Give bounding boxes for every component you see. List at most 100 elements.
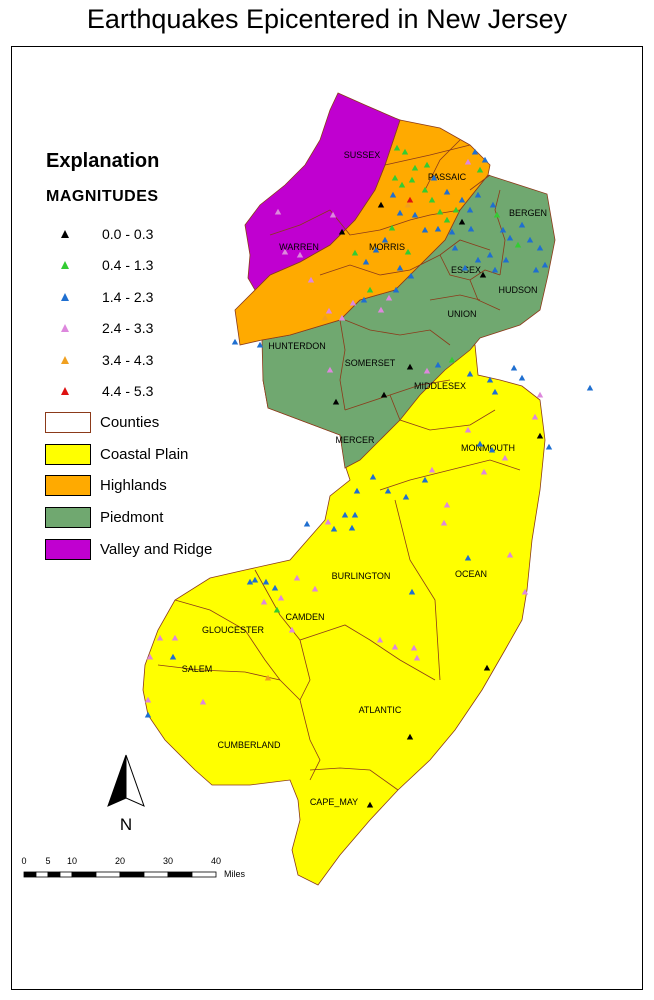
earthquake-marker bbox=[332, 398, 340, 405]
earthquake-marker bbox=[434, 361, 442, 368]
earthquake-marker bbox=[451, 244, 459, 251]
earthquake-marker bbox=[281, 248, 289, 255]
earthquake-marker bbox=[274, 208, 282, 215]
earthquake-marker bbox=[443, 216, 451, 223]
earthquake-marker bbox=[501, 454, 509, 461]
earthquake-marker bbox=[330, 525, 338, 532]
magnitude-legend-item: 3.4 - 4.3 bbox=[46, 344, 246, 376]
north-arrow-label: N bbox=[120, 815, 132, 834]
earthquake-marker bbox=[348, 524, 356, 531]
earthquake-marker bbox=[401, 148, 409, 155]
earthquake-marker bbox=[349, 299, 357, 306]
earthquake-marker bbox=[408, 176, 416, 183]
magnitude-label: 0.0 - 0.3 bbox=[102, 225, 154, 242]
earthquake-marker bbox=[423, 367, 431, 374]
earthquake-marker bbox=[518, 221, 526, 228]
county-label-morris: MORRIS bbox=[369, 242, 405, 252]
earthquake-marker bbox=[391, 174, 399, 181]
area-label: Piedmont bbox=[100, 509, 164, 527]
legend-swatch bbox=[45, 538, 91, 560]
map-frame bbox=[11, 46, 643, 990]
scale-bar-segment bbox=[23, 871, 37, 878]
earthquake-marker bbox=[391, 643, 399, 650]
scale-bar-unit: Miles bbox=[224, 869, 246, 879]
magnitude-label: 1.4 - 2.3 bbox=[102, 288, 154, 305]
earthquake-marker bbox=[536, 244, 544, 251]
earthquake-marker bbox=[421, 476, 429, 483]
earthquake-marker bbox=[440, 519, 448, 526]
earthquake-marker bbox=[421, 226, 429, 233]
county-label-mercer: MERCER bbox=[335, 435, 375, 445]
triangle-icon bbox=[46, 260, 84, 270]
earthquake-marker bbox=[338, 228, 346, 235]
scale-bar-tick-label: 20 bbox=[115, 856, 125, 866]
legend-swatch bbox=[45, 412, 91, 434]
earthquake-marker bbox=[502, 256, 510, 263]
earthquake-marker bbox=[486, 251, 494, 258]
area-legend-item: Highlands bbox=[45, 470, 246, 502]
earthquake-marker bbox=[476, 166, 484, 173]
earthquake-marker bbox=[385, 294, 393, 301]
area-legend-item: Valley and Ridge bbox=[45, 533, 246, 565]
earthquake-marker bbox=[471, 148, 479, 155]
earthquake-marker bbox=[461, 264, 469, 271]
earthquake-marker bbox=[421, 186, 429, 193]
earthquake-marker bbox=[479, 271, 487, 278]
earthquake-marker bbox=[171, 634, 179, 641]
magnitude-legend-item: 4.4 - 5.3 bbox=[46, 376, 246, 408]
earthquake-marker bbox=[293, 574, 301, 581]
area-label: Counties bbox=[100, 414, 160, 432]
earthquake-marker bbox=[144, 696, 152, 703]
earthquake-marker bbox=[231, 338, 239, 345]
earthquake-marker bbox=[303, 520, 311, 527]
earthquake-marker bbox=[273, 606, 281, 613]
earthquake-marker bbox=[406, 196, 414, 203]
earthquake-marker bbox=[452, 206, 460, 213]
region-coastal-plain bbox=[142, 337, 546, 886]
earthquake-marker bbox=[351, 249, 359, 256]
map-title: Earthquakes Epicentered in New Jersey bbox=[86, 4, 568, 34]
area-label: Highlands bbox=[100, 477, 167, 495]
scale-bar-segment bbox=[35, 871, 49, 878]
earthquake-marker bbox=[307, 276, 315, 283]
earthquake-marker bbox=[411, 211, 419, 218]
north-arrow-icon: N bbox=[107, 754, 145, 834]
earthquake-marker bbox=[541, 261, 549, 268]
earthquake-marker bbox=[467, 225, 475, 232]
county-label-somerset: SOMERSET bbox=[345, 358, 396, 368]
triangle-icon bbox=[46, 355, 84, 365]
earthquake-marker bbox=[288, 626, 296, 633]
earthquake-marker bbox=[384, 487, 392, 494]
scale-bar-segment bbox=[143, 871, 169, 878]
county-label-gloucester: GLOUCESTER bbox=[202, 625, 265, 635]
scale-bar-tick-label: 10 bbox=[67, 856, 77, 866]
county-label-cape-may: CAPE_MAY bbox=[310, 797, 358, 807]
scale-bar-segment bbox=[59, 871, 73, 878]
earthquake-marker bbox=[393, 144, 401, 151]
earthquake-marker bbox=[311, 585, 319, 592]
earthquake-marker bbox=[481, 156, 489, 163]
scale-bar-segment bbox=[191, 871, 217, 878]
area-legend-item: Coastal Plain bbox=[45, 439, 246, 471]
earthquake-marker bbox=[377, 306, 385, 313]
earthquake-marker bbox=[514, 241, 522, 248]
earthquake-marker bbox=[251, 576, 259, 583]
county-label-hunterdon: HUNTERDON bbox=[268, 341, 326, 351]
scale-bar-segment bbox=[71, 871, 97, 878]
county-label-atlantic: ATLANTIC bbox=[359, 705, 402, 715]
earthquake-marker bbox=[329, 211, 337, 218]
legend-swatch bbox=[45, 475, 91, 497]
earthquake-marker bbox=[324, 518, 332, 525]
earthquake-marker bbox=[448, 228, 456, 235]
earthquake-marker bbox=[526, 236, 534, 243]
earthquake-marker bbox=[246, 578, 254, 585]
earthquake-marker bbox=[480, 468, 488, 475]
scale-bar-segment bbox=[47, 871, 61, 878]
earthquake-marker bbox=[493, 211, 501, 218]
earthquake-marker bbox=[360, 296, 368, 303]
area-legend: Counties Coastal Plain Highlands Piedmont Va… bbox=[45, 407, 246, 565]
area-label: Valley and Ridge bbox=[100, 540, 213, 558]
county-label-passaic: PASSAIC bbox=[428, 172, 467, 182]
county-label-hudson: HUDSON bbox=[498, 285, 537, 295]
magnitude-legend-item: 1.4 - 2.3 bbox=[46, 281, 246, 313]
